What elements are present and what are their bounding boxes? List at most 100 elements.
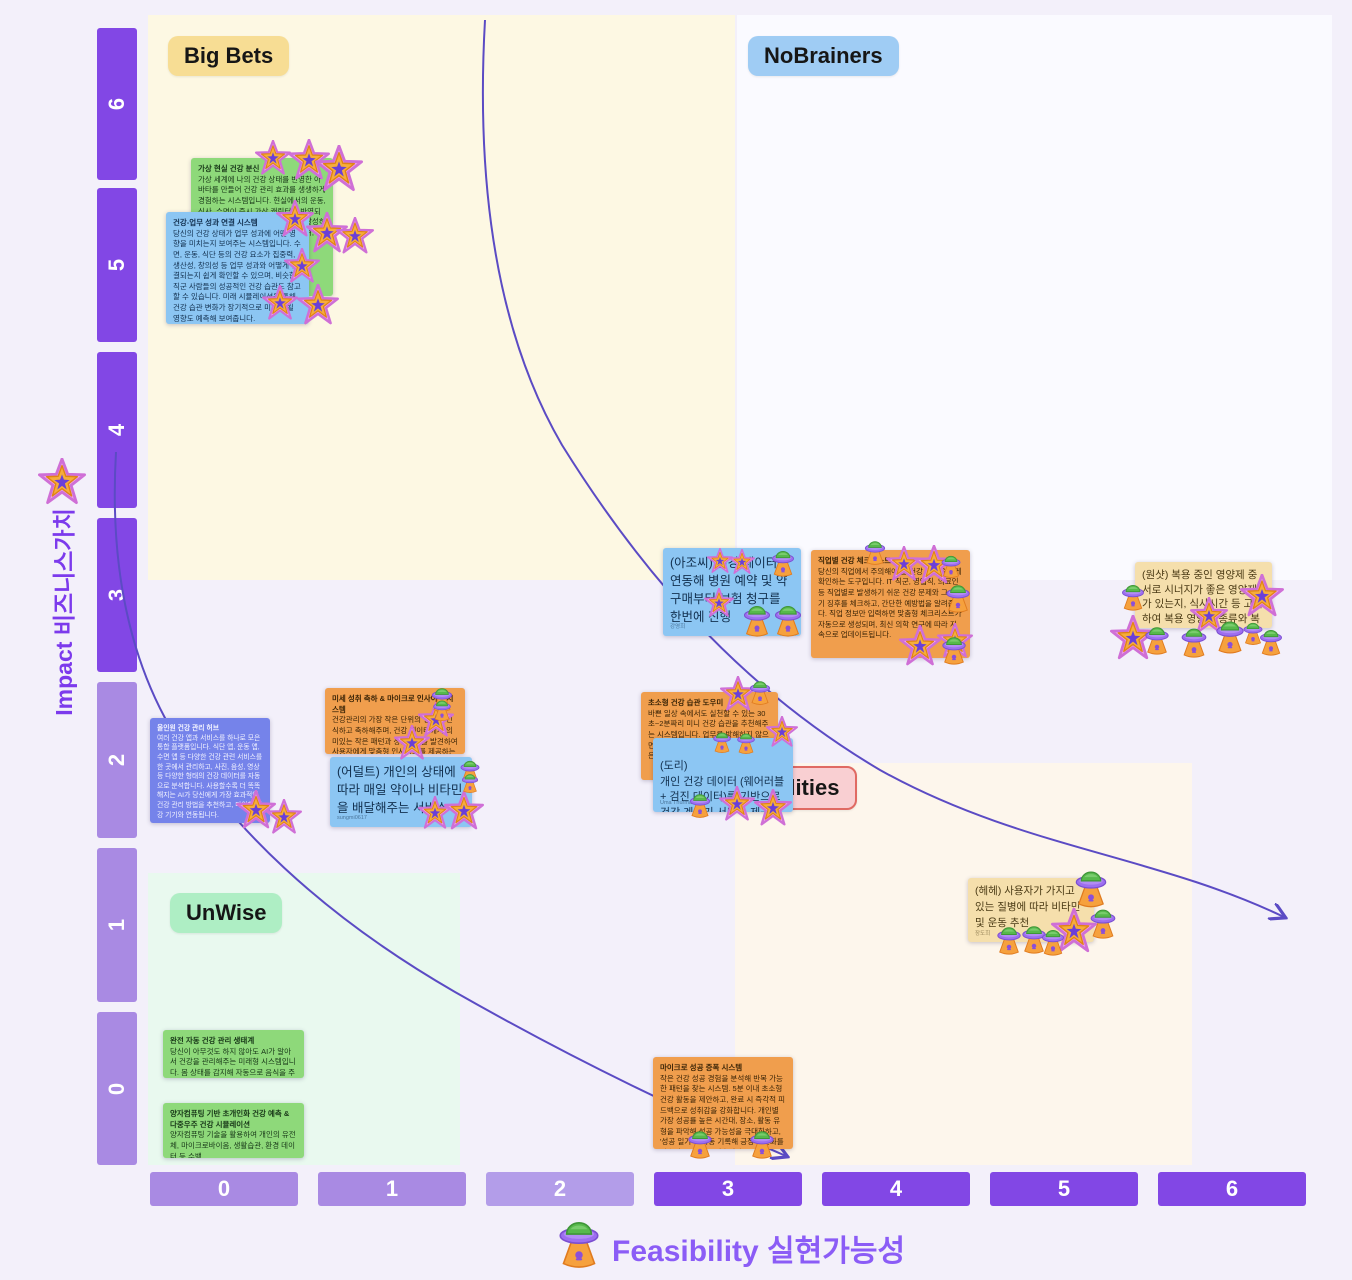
star-sticker-icon[interactable] [255,140,291,176]
y-tick-6: 6 [97,28,137,180]
x-tick-6-label: 6 [1225,1176,1239,1201]
star-sticker-icon[interactable] [754,789,792,827]
star-sticker-icon[interactable] [297,284,339,326]
note-body: 건강관리의 가장 작은 단위의 행동도 인식하고 축하해주며, 건강 데이터에서… [332,715,458,754]
ufo-sticker-icon[interactable] [768,544,798,578]
y-tick-4: 4 [97,352,137,508]
label-big-bets[interactable]: Big Bets [168,36,290,76]
star-sticker-icon[interactable] [899,625,941,667]
y-tick-2-label: 2 [104,753,129,767]
note-micro-success-amplifier[interactable]: 마이크로 성공 증폭 시스템 작은 건강 성공 경험을 분석해 반복 가능한 패… [653,1057,793,1149]
note-title: 가상 현실 건강 분신 [198,164,260,173]
note-title: 미세 성취 축하 & 마이크로 인사이트 시스템 [332,694,454,714]
note-title: 건강-업무 성과 연결 시스템 [173,218,258,227]
x-tick-1: 1 [318,1172,466,1206]
note-body: 여러 건강 앱과 서비스를 하나로 모은 통합 플랫폼입니다. 식단 앱, 운동… [157,734,263,819]
note-body: (어덜트) 개인의 상태에 따라 매일 약이나 비타민을 배달해주는 서비스 [337,765,463,816]
x-tick-3-label: 3 [721,1176,735,1201]
quadrant-utilities [735,763,1192,1165]
y-tick-3-label: 3 [104,588,129,602]
note-body: 당신이 아무것도 하지 않아도 AI가 알아서 건강을 관리해주는 미래형 시스… [170,1046,296,1077]
star-sticker-icon[interactable] [1240,574,1284,618]
note-body: 양자컴퓨팅 기술을 활용하여 개인의 유전체, 마이크로바이옴, 생활습관, 환… [170,1130,296,1158]
y-tick-0-label: 0 [104,1082,129,1095]
note-title: 올인원 건강 관리 허브 [157,725,219,732]
star-sticker-icon[interactable] [284,248,320,284]
ufo-sticker-icon[interactable] [1141,620,1173,656]
ufo-sticker-icon[interactable] [684,1124,716,1160]
y-tick-6-label: 6 [104,97,129,111]
x-tick-5-label: 5 [1057,1176,1071,1201]
y-tick-1: 1 [97,848,137,1002]
x-tick-2: 2 [486,1172,634,1206]
label-nobrainers[interactable]: NoBrainers [748,36,899,76]
star-sticker-icon[interactable] [704,588,734,618]
note-title: 초소형 건강 습관 도우미 [648,698,724,707]
ufo-sticker-icon[interactable] [746,1124,778,1160]
y-tick-0: 0 [97,1012,137,1165]
star-sticker-icon[interactable] [394,725,430,761]
ufo-sticker-icon[interactable] [1038,923,1068,957]
star-sticker-icon[interactable] [719,786,755,822]
ufo-sticker-icon[interactable] [1086,902,1120,940]
ufo-sticker-icon[interactable] [1256,623,1286,657]
note-quantum-simulation[interactable]: 양자컴퓨팅 기반 초개인화 건강 예측 & 다중우주 건강 시뮬레이션 양자컴퓨… [163,1103,304,1158]
ufo-sticker-icon[interactable] [938,550,964,579]
note-title: 양자컴퓨팅 기반 초개인화 건강 예측 & 다중우주 건강 시뮬레이션 [170,1109,290,1129]
ufo-sticker-icon[interactable] [552,1210,606,1270]
y-tick-2: 2 [97,682,137,838]
note-author: 강영희 [670,624,686,631]
note-body: (헤헤) 사용자가 가지고 있는 질병에 따라 비타민 및 운동 추천 [975,885,1081,929]
note-title: 직업별 건강 체크리스트 [818,556,892,565]
ufo-sticker-icon[interactable] [430,695,454,722]
note-title: 마이크로 성공 증폭 시스템 [660,1063,743,1072]
star-sticker-icon[interactable] [766,716,798,748]
note-body: (원샷) 복용 중인 영양제 중 서로 시너지가 좋은 영양제가 있는지, 식사… [1142,569,1263,628]
y-tick-5-label: 5 [104,258,129,272]
star-sticker-icon[interactable] [729,549,755,575]
note-title: 완전 자동 건강 관리 생태계 [170,1036,255,1045]
star-sticker-icon[interactable] [444,791,484,831]
x-tick-1-label: 1 [385,1176,399,1201]
x-tick-4-label: 4 [889,1176,903,1201]
star-sticker-icon[interactable] [336,217,374,255]
star-sticker-icon[interactable] [262,285,298,321]
y-tick-3: 3 [97,518,137,672]
ufo-sticker-icon[interactable] [1177,621,1211,659]
y-tick-1-label: 1 [104,918,129,932]
ufo-sticker-icon[interactable] [734,728,758,755]
label-unwise[interactable]: UnWise [170,893,283,933]
x-tick-2-label: 2 [553,1176,567,1201]
y-tick-5: 5 [97,188,137,342]
x-tick-5: 5 [990,1172,1138,1206]
note-body: 당신의 직업에서 주의해야 할 건강 위험을 쉽게 확인하는 도구입니다. IT… [818,566,962,640]
star-sticker-icon[interactable] [315,145,363,193]
star-sticker-icon[interactable] [38,458,86,506]
ufo-sticker-icon[interactable] [770,598,806,638]
ufo-sticker-icon[interactable] [942,578,974,614]
x-tick-3: 3 [654,1172,802,1206]
note-body: (아조씨) 건강 데이터를 연동해 병원 예약 및 약 구매부터 보험 청구를 … [670,556,789,625]
x-tick-6: 6 [1158,1172,1306,1206]
x-tick-0: 0 [150,1172,298,1206]
ufo-sticker-icon[interactable] [459,769,481,794]
note-author: 장도희 [975,930,991,937]
note-author: sungmi0617 [337,815,367,822]
ufo-sticker-icon[interactable] [746,675,774,706]
ufo-sticker-icon[interactable] [710,727,734,754]
y-axis-title: Impact 비즈니스가치 [51,508,77,716]
x-axis-title: Feasibility 실현가능성 [612,1235,906,1268]
ufo-sticker-icon[interactable] [861,535,889,566]
y-tick-4-label: 4 [104,423,129,437]
x-tick-4: 4 [822,1172,970,1206]
ufo-sticker-icon[interactable] [686,788,714,819]
ufo-sticker-icon[interactable] [938,630,970,666]
quadrant-nobrainers [737,15,1332,580]
note-adult-vitamin-delivery[interactable]: (어덜트) 개인의 상태에 따라 매일 약이나 비타민을 배달해주는 서비스 s… [330,757,472,827]
x-tick-0-label: 0 [217,1176,231,1201]
ufo-sticker-icon[interactable] [1118,578,1148,612]
star-sticker-icon[interactable] [266,799,302,835]
note-author: Uma Thurman [660,800,696,807]
note-full-auto-ecosystem[interactable]: 완전 자동 건강 관리 생태계 당신이 아무것도 하지 않아도 AI가 알아서 … [163,1030,304,1078]
